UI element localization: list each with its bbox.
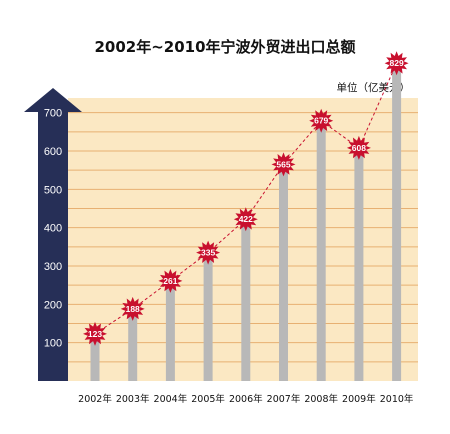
data-label: 608 [352, 143, 366, 153]
data-label: 829 [390, 58, 404, 68]
data-label: 188 [126, 304, 140, 314]
y-axis-arrow [24, 88, 82, 381]
bar [241, 219, 251, 381]
x-tick-label: 2010年 [380, 393, 414, 405]
y-tick-label: 400 [44, 223, 62, 235]
data-marker [83, 321, 107, 346]
data-marker [271, 152, 296, 177]
data-label: 335 [201, 248, 215, 258]
data-marker [384, 51, 409, 76]
bar [392, 63, 402, 381]
bar [354, 147, 364, 381]
data-marker [346, 135, 371, 160]
y-tick-label: 700 [44, 108, 62, 120]
data-marker [233, 207, 258, 232]
bar [165, 280, 175, 381]
x-tick-label: 2009年 [342, 393, 376, 405]
data-label: 679 [314, 116, 328, 126]
x-tick-label: 2008年 [304, 393, 338, 405]
x-tick-label: 2004年 [154, 393, 188, 405]
bar [316, 120, 326, 381]
bar [203, 252, 213, 381]
x-tick-label: 2006年 [229, 393, 263, 405]
x-tick-label: 2007年 [267, 393, 301, 405]
x-tick-label: 2002年 [78, 393, 112, 405]
data-label: 565 [276, 159, 290, 169]
data-label: 123 [88, 329, 102, 339]
bar [128, 308, 138, 381]
x-axis-tick-labels: 2002年 2003年 2004年 2005年 2006年 2007年 2008年 2009年… [78, 393, 414, 405]
y-tick-label: 100 [44, 338, 62, 350]
bars [90, 63, 402, 381]
data-marker [196, 240, 221, 265]
x-tick-label: 2003年 [116, 393, 150, 405]
data-marker [120, 296, 145, 321]
y-tick-label: 300 [44, 261, 62, 273]
data-markers: 123 188 261 335 422 565 679 608 829 [83, 51, 409, 346]
data-marker [158, 268, 183, 293]
y-tick-label: 600 [44, 146, 62, 158]
y-tick-label: 800 [44, 69, 62, 81]
data-label: 422 [239, 214, 253, 224]
data-marker [309, 108, 334, 133]
data-label: 261 [163, 276, 177, 286]
y-axis-tick-labels: 100 200 300 400 500 600 700 800 [44, 69, 62, 349]
y-tick-label: 200 [44, 299, 62, 311]
bar [90, 333, 100, 381]
unit-label: 单位（亿美元） [337, 81, 411, 94]
bar [279, 164, 288, 381]
x-tick-label: 2005年 [191, 393, 225, 405]
chart-title: 2002年~2010年宁波外贸进出口总额 [94, 38, 355, 56]
y-tick-label: 500 [44, 184, 62, 196]
